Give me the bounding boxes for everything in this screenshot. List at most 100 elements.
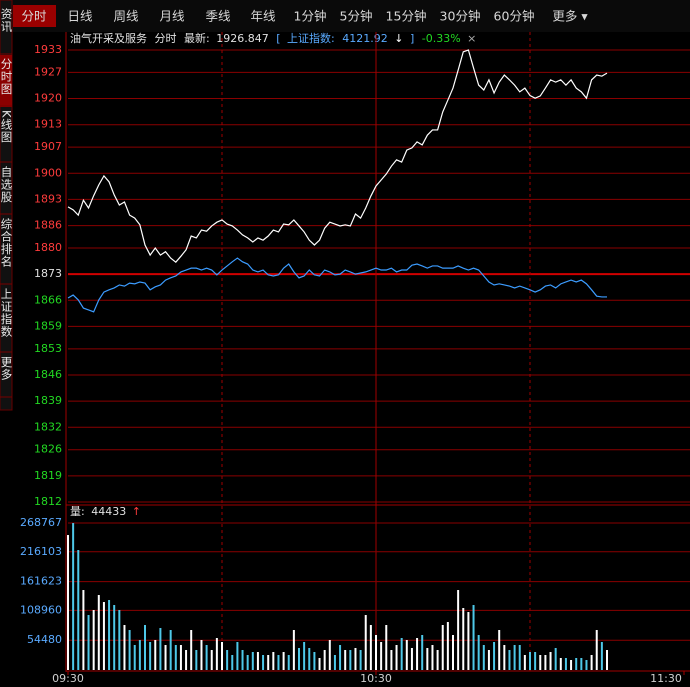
volume-bar [580,658,583,670]
volume-bar [123,625,126,670]
volume-bar [200,640,203,670]
info-bracket: [ [276,32,280,45]
side-tab[interactable]: 上证指数 [0,288,14,338]
volume-bar [462,608,465,670]
side-tab[interactable]: 更多 [0,356,14,381]
volume-bar [72,523,75,670]
volume-bar [246,655,249,670]
volume-bar [174,645,177,670]
volume-bar [133,645,136,670]
volume-bar [595,630,598,670]
volume-bar [544,655,547,670]
tab[interactable]: 1分钟 [294,9,327,24]
volume-bar [441,625,444,670]
y-tick-label: 1886 [34,219,62,232]
volume-bar [426,648,429,670]
volume-arrow: ↑ [132,505,141,518]
volume-bar [108,600,111,670]
volume-bar [359,650,362,670]
volume-bar [534,652,537,670]
tab[interactable]: 日线 [67,9,93,24]
volume-bar [421,635,424,670]
x-tick-label: 10:30 [360,672,392,685]
tab[interactable]: 年线 [250,9,276,24]
volume-tick-label: 268767 [20,516,62,529]
volume-bar [564,658,567,670]
tab[interactable]: 分时 [21,9,47,24]
volume-bar [210,650,213,670]
volume-bar [513,645,516,670]
volume-bar [431,645,434,670]
volume-bar [267,655,270,670]
volume-bar [113,605,116,670]
info-close[interactable]: × [467,32,476,45]
info-latest-label: 最新: [184,31,210,45]
volume-bar [241,650,244,670]
y-tick-label: 1812 [34,495,62,508]
tab[interactable]: 30分钟 [440,9,481,24]
volume-bar [385,625,388,670]
volume-bar [282,652,285,670]
volume-bar [154,640,157,670]
info-change: -0.33% [422,32,461,45]
volume-bar [482,645,485,670]
side-tab[interactable]: K线图 [0,110,14,144]
volume-bar [354,648,357,670]
info-index-value: 4121.92 [342,32,388,45]
y-tick-label: 1853 [34,342,62,355]
side-tab[interactable]: 分时图 [0,58,14,96]
y-tick-label: 1846 [34,368,62,381]
side-tab[interactable]: 自选股 [0,166,14,204]
tab[interactable]: 季线 [205,9,231,24]
volume-bar [195,650,198,670]
volume-bar [97,595,100,670]
volume-bar [82,590,85,670]
volume-bar [328,640,331,670]
y-tick-label: 1920 [34,92,62,105]
x-tick-label: 09:30 [52,672,84,685]
tab[interactable]: 60分钟 [494,9,535,24]
side-tab[interactable]: 资讯 [0,8,14,33]
volume-bar [292,630,295,670]
info-index-arrow: ↓ [394,32,403,45]
volume-bar [262,655,265,670]
volume-bar [529,652,531,670]
y-tick-label: 1859 [34,319,62,332]
volume-bar [323,650,326,670]
volume-bar [364,615,367,670]
y-tick-label: 1933 [34,43,62,56]
tab[interactable]: 5分钟 [340,9,373,24]
active-tab-bg [13,5,56,27]
volume-bar [256,652,259,670]
volume-bar [452,635,454,670]
volume-bar [313,652,316,670]
volume-bar [606,650,608,670]
volume-bar [272,652,275,670]
y-tick-label: 1907 [34,140,62,153]
tab[interactable]: 月线 [159,9,185,24]
volume-bar [405,640,408,670]
volume-bar [236,642,239,670]
side-tab[interactable]: 综合排名 [0,217,14,268]
y-tick-label: 1866 [34,293,62,306]
volume-bar [472,605,475,670]
volume-tick-label: 108960 [20,603,62,616]
tab[interactable]: 周线 [113,9,139,24]
volume-bar [102,602,105,670]
volume-bar [575,658,578,670]
volume-bar [554,648,557,670]
volume-bar [169,630,172,670]
y-tick-label: 1893 [34,192,62,205]
volume-tick-label: 216103 [20,545,62,558]
volume-bar [436,650,439,670]
y-tick-label: 1880 [34,241,62,254]
info-index-label: 上证指数: [287,31,335,45]
tab[interactable]: 15分钟 [386,9,427,24]
volume-bar [493,642,496,670]
x-tick-label: 11:30 [650,672,682,685]
tab[interactable]: 更多 ▾ [552,9,588,24]
volume-bar [498,630,501,670]
volume-bar [477,635,480,670]
volume-bar [231,655,234,670]
